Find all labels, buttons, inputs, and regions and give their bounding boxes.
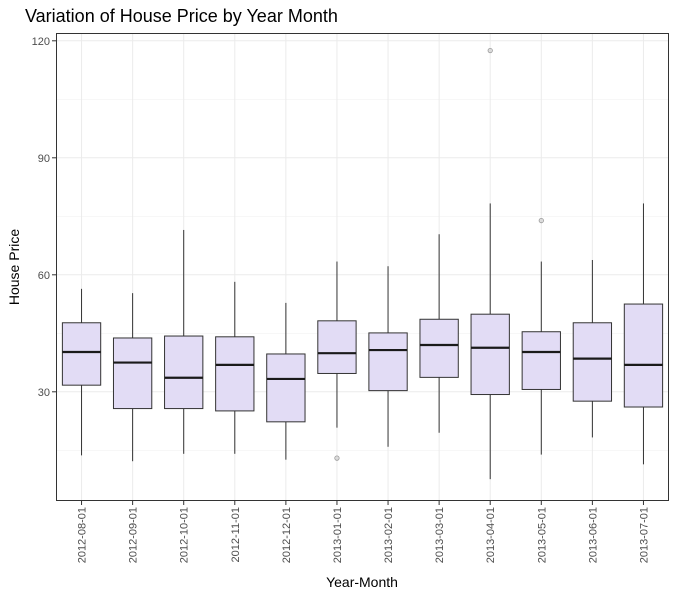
- box-2013-01-01: [317, 261, 357, 461]
- y-tick-label: 90: [38, 153, 50, 165]
- x-tick-label: 2013-06-01: [587, 507, 599, 563]
- box-2013-05-01: [521, 217, 561, 455]
- box-2013-06-01: [572, 259, 613, 438]
- box-iqr: [572, 322, 613, 402]
- chart-title: Variation of House Price by Year Month: [25, 6, 338, 26]
- x-tick-label: 2013-07-01: [638, 507, 650, 563]
- box-2013-03-01: [419, 234, 459, 433]
- box-2013-02-01: [368, 266, 408, 447]
- x-axis-title: Year-Month: [326, 574, 398, 590]
- x-tick-label: 2012-09-01: [128, 507, 140, 563]
- box-iqr: [112, 337, 153, 410]
- x-tick-label: 2012-11-01: [230, 507, 242, 562]
- x-tick-label: 2012-08-01: [77, 507, 89, 563]
- x-tick-label: 2012-10-01: [179, 507, 191, 563]
- box-iqr: [266, 353, 306, 423]
- boxes-group: [61, 47, 664, 480]
- box-2013-04-01: [470, 47, 510, 480]
- box-2012-12-01: [266, 302, 306, 460]
- box-2012-08-01: [61, 288, 102, 456]
- y-tick-label: 60: [38, 270, 50, 282]
- box-iqr: [164, 335, 204, 410]
- x-axis: 2012-08-01 2012-09-01 2012-10-01 2012-11-01…: [77, 501, 650, 563]
- y-tick-label: 30: [38, 387, 50, 399]
- box-iqr: [368, 332, 408, 392]
- x-tick-label: 2013-05-01: [536, 507, 548, 563]
- outlier-point: [334, 455, 340, 461]
- box-iqr: [61, 322, 102, 386]
- box-2013-07-01: [623, 203, 664, 465]
- x-tick-label: 2013-04-01: [485, 507, 497, 563]
- plot-panel-border: [56, 33, 669, 501]
- x-tick-label: 2013-02-01: [383, 507, 395, 563]
- box-2012-09-01: [112, 293, 153, 462]
- outlier-point: [487, 47, 493, 54]
- x-tick-label: 2012-12-01: [281, 507, 293, 563]
- box-iqr: [623, 303, 664, 408]
- plot-panel: [56, 33, 669, 501]
- box-iqr: [317, 320, 357, 374]
- y-axis: 30 60 90 120: [32, 36, 56, 399]
- x-tick-label: 2013-01-01: [332, 507, 344, 563]
- box-iqr: [521, 331, 561, 390]
- box-iqr: [419, 318, 459, 378]
- box-iqr: [470, 313, 510, 396]
- box-2012-11-01: [215, 281, 255, 454]
- box-iqr: [215, 336, 255, 412]
- box-2012-10-01: [164, 229, 204, 454]
- y-tick-label: 120: [32, 36, 50, 48]
- x-tick-label: 2013-03-01: [434, 507, 446, 563]
- outlier-point: [538, 217, 544, 224]
- y-axis-title: House Price: [6, 229, 22, 305]
